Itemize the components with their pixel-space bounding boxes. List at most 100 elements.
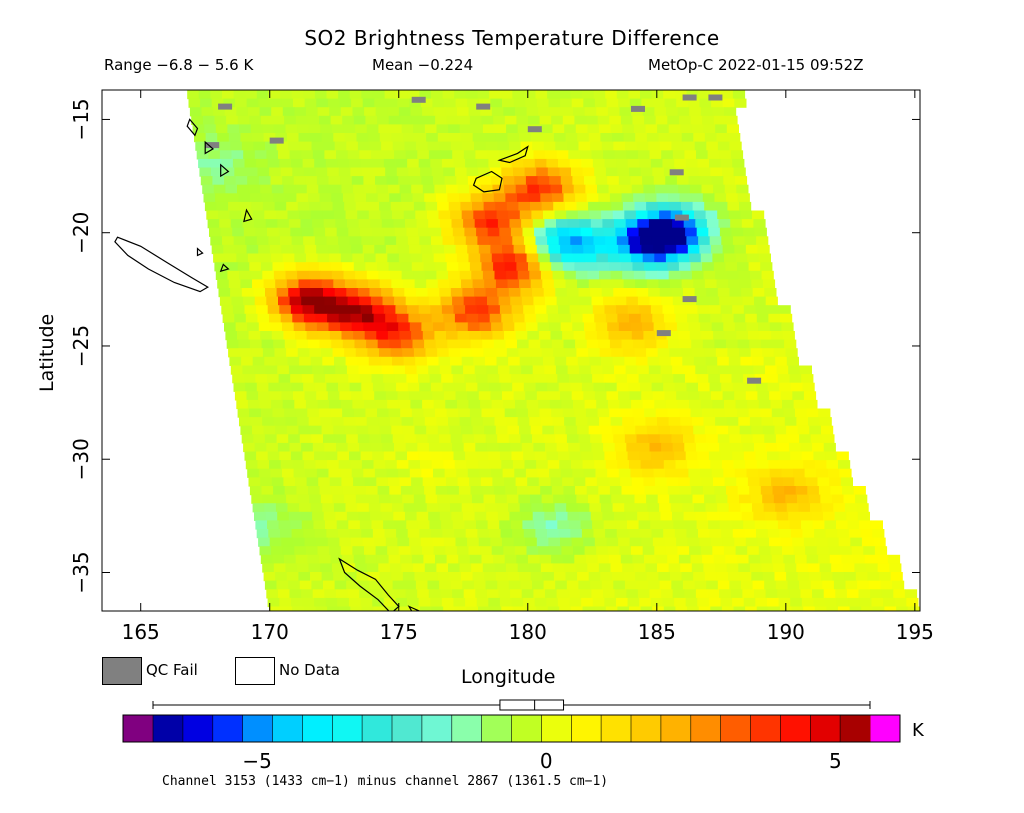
heat-cell <box>560 98 573 108</box>
heat-cell <box>829 477 842 487</box>
heat-cell <box>803 606 816 611</box>
heat-cell <box>629 537 642 547</box>
heat-cell <box>464 520 477 530</box>
heat-cell <box>562 184 575 194</box>
heat-cell <box>262 494 276 504</box>
heat-cell <box>687 98 700 108</box>
heat-cell <box>642 399 655 410</box>
heat-cell <box>858 589 871 599</box>
heat-cell <box>222 167 235 177</box>
heat-cell <box>325 451 338 461</box>
heat-cell <box>338 236 351 246</box>
heat-cell <box>538 331 552 341</box>
heat-cell <box>346 434 359 444</box>
heat-cell <box>443 460 456 470</box>
heat-cell <box>370 296 384 306</box>
heat-cell <box>618 176 631 186</box>
heat-cell <box>228 279 241 289</box>
heat-cell <box>428 296 442 306</box>
heat-cell <box>756 460 769 470</box>
heat-cell <box>517 270 530 280</box>
heat-cell <box>288 580 301 590</box>
heat-cell <box>259 399 272 410</box>
heat-cell <box>517 193 530 203</box>
heat-cell <box>571 167 584 177</box>
heat-cell <box>543 141 556 151</box>
heat-cell <box>759 477 772 487</box>
heat-cell <box>617 313 630 323</box>
heat-cell <box>720 451 733 461</box>
heat-cell <box>571 537 584 547</box>
heat-cell <box>819 563 832 573</box>
heat-cell <box>387 331 401 341</box>
heat-cell <box>583 98 596 108</box>
heat-cell <box>718 365 731 375</box>
heat-cell <box>209 158 222 169</box>
heat-cell <box>264 434 278 444</box>
heat-cell <box>460 348 473 358</box>
heat-cell <box>405 442 418 453</box>
heat-cell <box>483 348 496 358</box>
heat-cell <box>377 339 390 349</box>
heat-cell <box>308 563 321 573</box>
heat-cell <box>210 90 223 100</box>
heat-cell <box>630 468 643 478</box>
heat-cell <box>402 201 415 212</box>
heat-cell <box>424 486 437 496</box>
heat-cell <box>657 563 670 573</box>
heat-cell <box>314 597 327 608</box>
heat-cell <box>620 331 633 341</box>
heat-cell <box>480 184 493 194</box>
heat-cell <box>324 589 337 599</box>
heat-cell <box>532 141 545 151</box>
heat-cell <box>364 477 377 487</box>
heat-cell <box>578 580 591 590</box>
heat-cell <box>510 442 523 453</box>
heat-cell <box>683 365 696 375</box>
heat-cell <box>624 210 637 220</box>
heat-cell <box>377 486 390 496</box>
heat-cell <box>464 374 477 384</box>
heat-cell <box>236 107 249 117</box>
heat-cell <box>629 606 642 611</box>
heat-cell <box>278 520 291 530</box>
heat-cell <box>549 107 563 117</box>
heat-cell <box>667 115 680 125</box>
heat-cell <box>700 107 713 117</box>
heat-cell <box>685 374 698 384</box>
heat-cell <box>460 201 473 212</box>
heat-cell <box>430 305 443 315</box>
heat-cell <box>662 158 675 169</box>
heat-cell <box>890 572 903 582</box>
heat-cell <box>641 391 654 401</box>
heat-cell <box>736 477 749 487</box>
heat-cell <box>338 606 351 611</box>
heat-cell <box>872 606 885 611</box>
heat-cell <box>335 365 348 375</box>
heat-cell <box>577 210 590 220</box>
heat-cell <box>376 477 389 487</box>
heat-cell <box>416 141 429 151</box>
heat-cell <box>746 468 759 478</box>
heat-cell <box>648 511 661 521</box>
heat-cell <box>494 270 507 280</box>
heat-cell <box>535 529 548 539</box>
heat-cell <box>489 460 502 470</box>
heat-cell <box>349 305 362 315</box>
heat-cell <box>396 90 409 100</box>
heat-cell <box>213 107 226 117</box>
heat-cell <box>428 589 441 599</box>
heat-cell <box>629 460 642 470</box>
heat-cell <box>823 589 836 599</box>
heat-cell <box>313 520 326 530</box>
heat-cell <box>702 486 715 496</box>
heat-cell <box>742 589 755 599</box>
heat-cell <box>534 158 547 169</box>
heat-cell <box>685 158 698 169</box>
heat-cell <box>525 537 538 547</box>
heat-cell <box>471 124 484 134</box>
heat-cell <box>614 365 627 375</box>
heat-cell <box>570 606 584 611</box>
heat-cell <box>418 158 431 169</box>
heat-cell <box>662 305 675 315</box>
